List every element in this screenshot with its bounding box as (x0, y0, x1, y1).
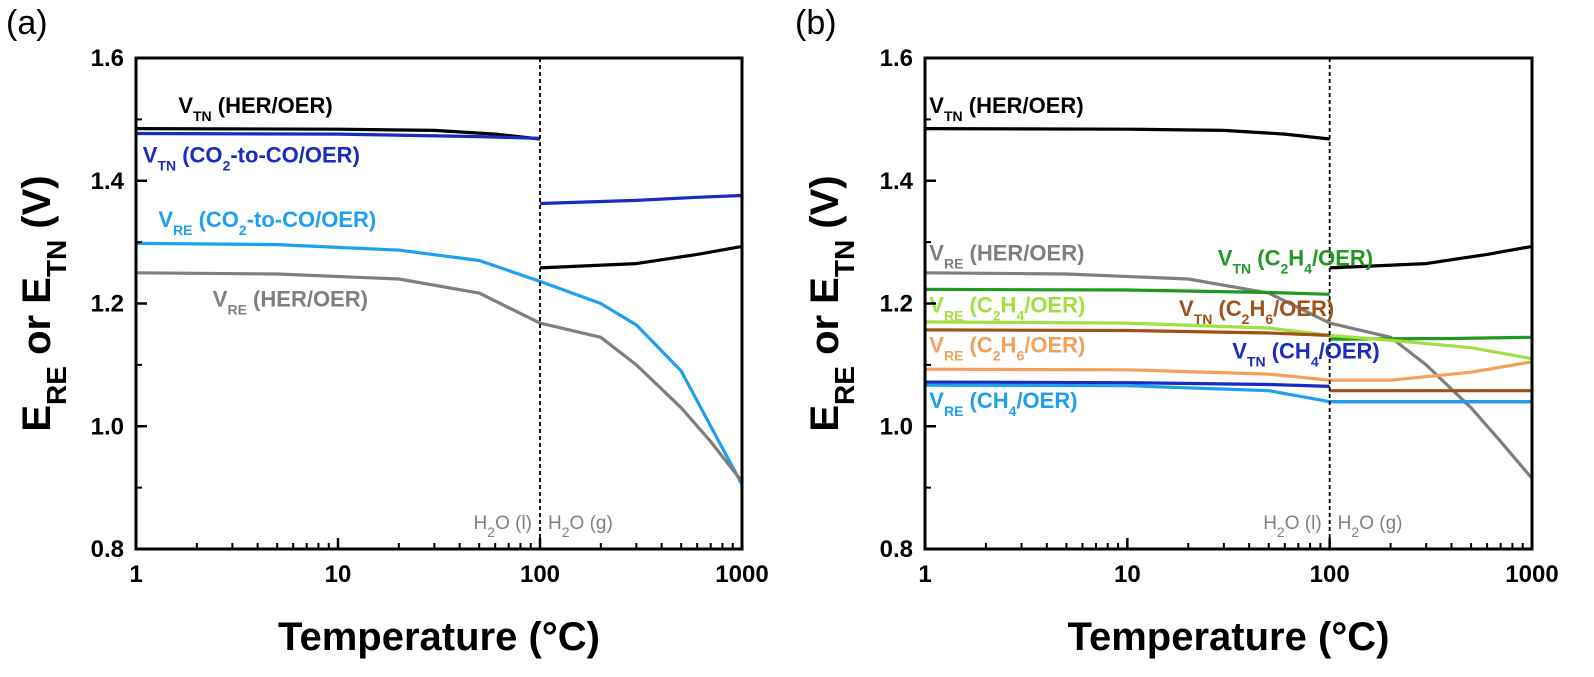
panel-letter: (b) (795, 4, 837, 42)
y-tick-label: 1.6 (880, 45, 913, 72)
series-label-6: VTN (CH4/OER) (1232, 339, 1380, 370)
x-tick-label: 1000 (1505, 561, 1558, 588)
series-line-0-seg-1 (1329, 244, 1533, 270)
x-tick-label: 1000 (715, 561, 768, 588)
series-label-0: VTN (HER/OER) (929, 93, 1083, 124)
series-line-4-seg-0 (924, 328, 1330, 337)
x-tick-label: 1 (129, 561, 142, 588)
series-label-2: VRE (CO2-to-CO/OER) (158, 207, 376, 238)
series-line-2-seg-0 (924, 287, 1330, 296)
x-tick-label: 1 (918, 561, 931, 588)
series-line-1-seg-0 (924, 271, 1534, 480)
series-label-2: VTN (C2H4/OER) (1218, 245, 1373, 276)
series-label-1: VTN (CO2-to-CO/OER) (143, 142, 360, 173)
y-tick-label: 1.6 (91, 45, 124, 72)
series-line-1-seg-1 (539, 193, 743, 206)
series-label-7: VRE (CH4/OER) (929, 388, 1077, 419)
series-label-3: VRE (C2H4/OER) (929, 293, 1085, 324)
series-line-6-seg-0 (924, 380, 1330, 388)
y-tick-label: 1.0 (91, 413, 124, 440)
series-label-5: VRE (C2H6/OER) (929, 333, 1085, 364)
phase-label-gas: H2O (g) (1338, 513, 1403, 540)
series-label-3: VRE (HER/OER) (213, 287, 368, 318)
phase-label-gas: H2O (g) (548, 513, 613, 540)
y-tick-label: 1.0 (880, 413, 913, 440)
series-line-0-seg-0 (924, 127, 1330, 141)
panel-b: (b) H2O (l) H2O (g) VTN (HER/OER) VRE (HER/O… (795, 4, 1559, 659)
series-label-0: VTN (HER/OER) (178, 93, 332, 124)
y-tick-label: 1.4 (91, 168, 125, 195)
series-line-7-seg-0 (924, 383, 1532, 404)
series-line-0-seg-0 (135, 127, 541, 141)
y-tick-label: 1.2 (880, 291, 913, 318)
series-line-0-seg-1 (539, 244, 743, 270)
series-line-2-seg-0 (135, 241, 744, 486)
x-tick-label: 100 (1310, 561, 1350, 588)
y-tick-label: 1.2 (91, 291, 124, 318)
y-tick-label: 0.8 (91, 536, 124, 563)
series-label-1: VRE (HER/OER) (929, 241, 1084, 272)
x-tick-label: 10 (325, 561, 352, 588)
x-axis-title: Temperature (°C) (1068, 615, 1390, 659)
panel-a: (a) H2O (l) H2O (g) VTN (HER/OER) VTN (CO2-t… (6, 4, 769, 659)
x-tick-label: 10 (1114, 561, 1141, 588)
series-line-1-seg-0 (135, 131, 541, 140)
y-axis-title: ERE or ETN (V) (803, 175, 860, 431)
series-line-3-seg-0 (135, 271, 744, 483)
phase-label-liquid: H2O (l) (474, 513, 532, 540)
y-axis-title: ERE or ETN (V) (15, 175, 72, 431)
y-tick-label: 0.8 (880, 536, 913, 563)
phase-label-liquid: H2O (l) (1263, 513, 1321, 540)
series-label-4: VTN (C2H6/OER) (1179, 296, 1334, 327)
panel-letter: (a) (6, 4, 48, 42)
x-tick-label: 100 (520, 561, 560, 588)
y-tick-label: 1.4 (880, 168, 914, 195)
x-axis-title: Temperature (°C) (278, 615, 600, 659)
